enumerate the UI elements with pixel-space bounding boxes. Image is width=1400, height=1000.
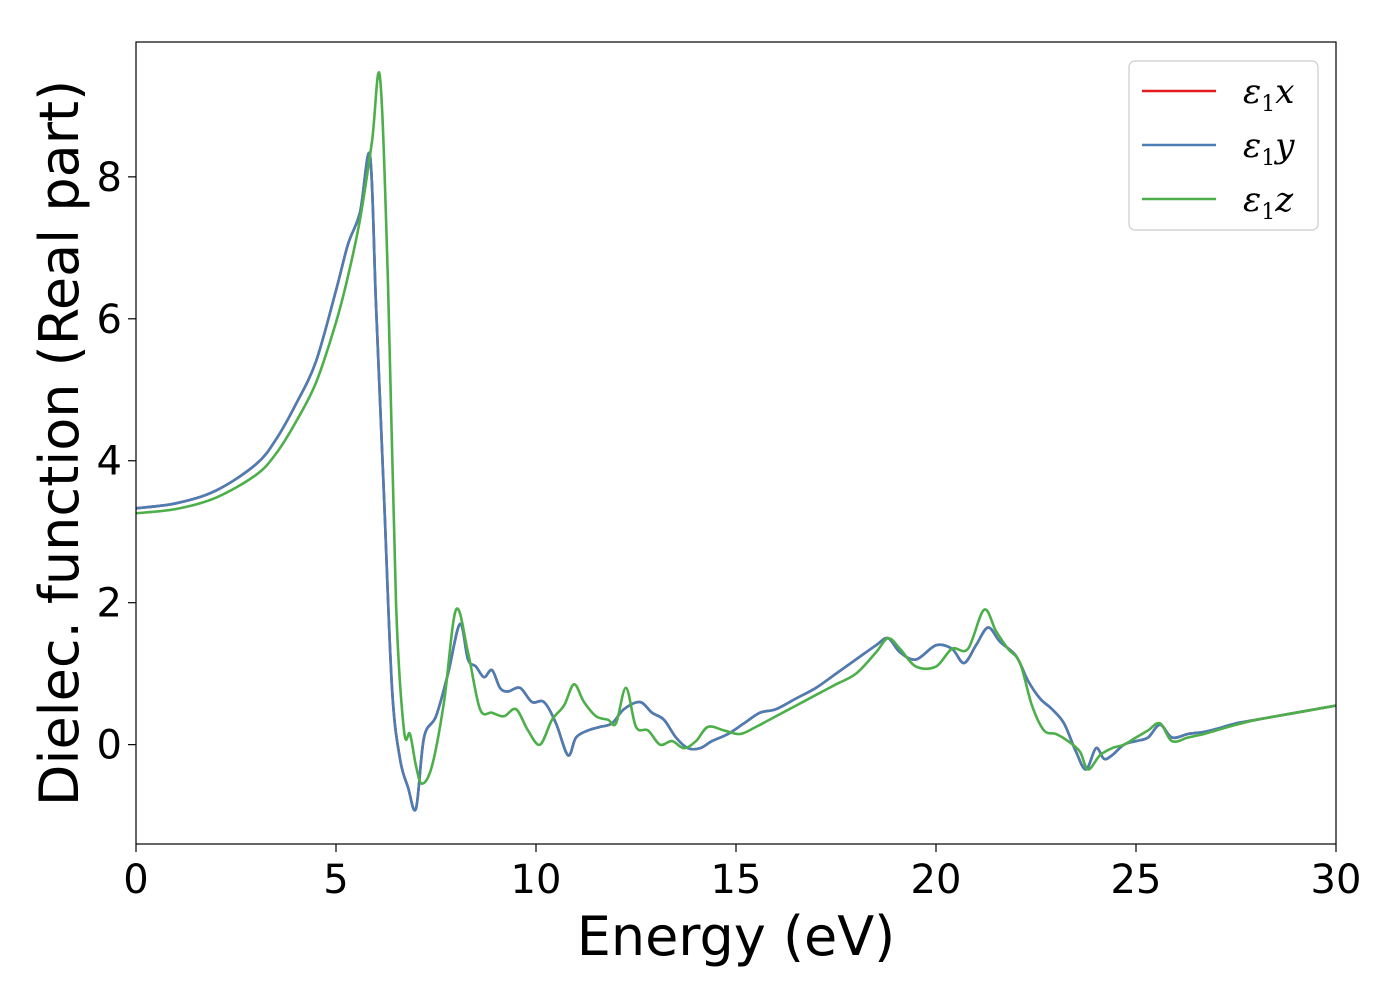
x-tick-label: 15 [711,857,762,903]
y-tick-label: 2 [97,581,122,627]
x-tick-label: 25 [1111,857,1162,903]
y-axis-label: Dielec. function (Real part) [28,80,91,806]
x-tick-label: 0 [123,857,148,903]
series-line-y [136,151,1336,812]
y-tick-label: 0 [97,723,122,769]
y-tick-label: 6 [97,297,122,343]
x-axis-label: Energy (eV) [577,905,896,968]
legend-label-y: ε1y [1243,126,1295,171]
x-tick-label: 5 [323,857,348,903]
legend-label-z: ε1z [1243,180,1294,225]
series-line-z [136,71,1336,785]
y-tick-label: 8 [97,155,122,201]
x-tick-label: 30 [1311,857,1362,903]
series-layer [136,71,1336,812]
x-tick-label: 10 [511,857,562,903]
legend: ε1x ε1y ε1z [1128,60,1319,231]
y-tick-label: 4 [97,439,122,485]
legend-label-x: ε1x [1243,72,1294,117]
x-axis-ticks: 0 5 10 15 20 25 30 [123,844,1361,903]
legend-frame [1128,60,1319,231]
x-tick-label: 20 [911,857,962,903]
y-axis-ticks: 0 2 4 6 8 [97,155,136,769]
